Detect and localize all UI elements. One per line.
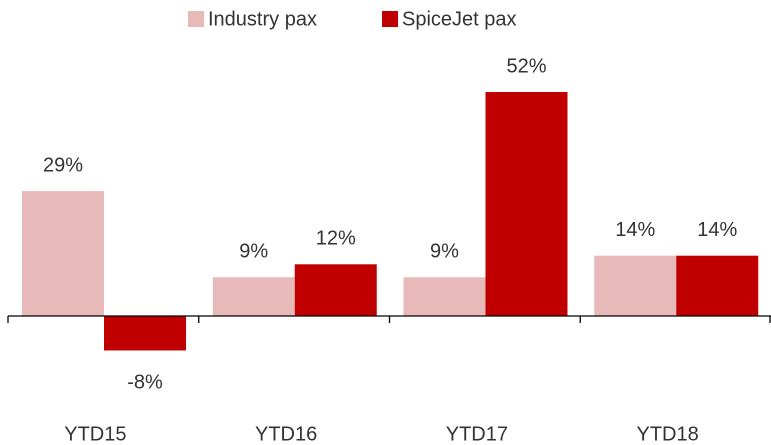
- legend-label: Industry pax: [208, 8, 317, 30]
- bar: [403, 277, 486, 316]
- data-label: 9%: [430, 241, 459, 263]
- x-tick-label: YTD17: [446, 423, 508, 445]
- data-label: 14%: [615, 219, 655, 241]
- data-label: 52%: [506, 55, 546, 77]
- x-tick-label: YTD15: [64, 423, 126, 445]
- bar: [294, 264, 377, 316]
- bar: [212, 277, 295, 316]
- legend-label: SpiceJet pax: [402, 8, 517, 30]
- x-tick-label: YTD18: [637, 423, 699, 445]
- data-label: -8%: [127, 372, 163, 394]
- bar: [594, 255, 677, 316]
- data-label: 12%: [316, 228, 356, 250]
- data-label: 14%: [697, 219, 737, 241]
- legend-swatch: [382, 11, 398, 27]
- bar: [485, 92, 568, 316]
- legend-swatch: [188, 11, 204, 27]
- bar: [104, 316, 186, 351]
- data-label: 9%: [239, 241, 268, 263]
- bar: [22, 191, 104, 316]
- x-tick-label: YTD16: [255, 423, 317, 445]
- data-label: 29%: [43, 154, 83, 176]
- bar: [676, 255, 759, 316]
